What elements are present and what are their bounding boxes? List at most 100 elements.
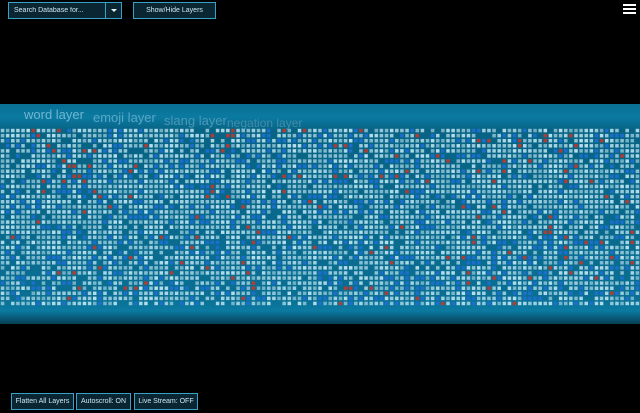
layer-cell [471, 189, 476, 194]
layer-cell [395, 149, 399, 153]
layer-cell [5, 149, 10, 153]
layer-cell [615, 245, 619, 250]
hamburger-menu-icon[interactable] [623, 4, 636, 15]
layer-label-emoji[interactable]: emoji layer [93, 110, 156, 125]
layer-cell [497, 179, 501, 184]
layer-cell [579, 296, 583, 301]
layer-cell [133, 271, 138, 275]
layer-cell [174, 138, 179, 143]
layer-cell [635, 184, 640, 189]
search-input[interactable] [9, 3, 105, 18]
layer-cell [405, 149, 409, 153]
layer-cell [502, 230, 507, 234]
layer-cell [425, 245, 430, 250]
layer-cell [0, 266, 5, 270]
layer-cell [282, 261, 286, 265]
layer-cell [164, 179, 169, 184]
layer-cell [123, 194, 128, 199]
layer-cell [395, 184, 399, 189]
layer-cell [261, 286, 266, 290]
layer-cell [210, 169, 215, 173]
layer-cell [497, 164, 501, 168]
layer-cell [282, 200, 286, 204]
layer-cell [604, 205, 609, 209]
layer-cell [584, 154, 588, 158]
layer-cell [476, 276, 481, 280]
layer-cell [548, 255, 553, 260]
layer-cell [308, 159, 312, 163]
layer-cell [215, 159, 220, 163]
layer-cell [456, 138, 460, 143]
layer-cell [226, 276, 230, 280]
layer-cell [72, 276, 76, 280]
layer-cell [625, 205, 629, 209]
layer-cell [256, 225, 261, 229]
layer-cell [246, 286, 251, 290]
layer-cell [584, 210, 588, 214]
layer-cell [482, 138, 486, 143]
layer-cell [564, 169, 568, 173]
layer-cell [92, 250, 97, 255]
layer-cell [251, 225, 256, 229]
layer-cell [190, 225, 194, 229]
layer-cell [436, 169, 440, 173]
layer-cell [523, 235, 527, 240]
layer-cell [113, 245, 117, 250]
layer-cell [328, 184, 332, 189]
layer-cell [348, 215, 353, 219]
autoscroll-toggle-button[interactable]: Autoscroll: ON [76, 393, 131, 410]
layer-cell [92, 179, 97, 184]
layer-cell [528, 225, 532, 229]
layer-cell [98, 240, 102, 245]
layer-cell [231, 255, 235, 260]
layer-cell [379, 240, 384, 245]
layer-cell [610, 169, 614, 173]
layer-label-slang[interactable]: slang layer [164, 113, 227, 128]
layer-cell [461, 159, 466, 163]
layer-cell [497, 240, 501, 245]
layer-cell [584, 200, 588, 204]
layer-cell [323, 296, 327, 301]
layer-cell [313, 144, 317, 148]
layer-cell [292, 184, 297, 189]
layer-cell [389, 215, 394, 219]
layer-cell [548, 261, 553, 265]
layer-cell [328, 164, 332, 168]
show-hide-layers-button[interactable]: Show/Hide Layers [133, 2, 216, 19]
layer-cell [548, 301, 553, 306]
layer-label-negation[interactable]: negation layer [227, 116, 303, 130]
live-stream-toggle-button[interactable]: Live Stream: OFF [134, 393, 198, 410]
layer-cell [77, 174, 82, 179]
layer-cell [512, 255, 517, 260]
layer-cell [190, 245, 194, 250]
layer-cell [313, 215, 317, 219]
layer-cell [149, 184, 153, 189]
layer-cell [528, 149, 532, 153]
layer-cell [507, 133, 512, 138]
layer-cell [31, 128, 36, 133]
layer-cell [251, 149, 256, 153]
layer-cell [297, 220, 302, 224]
layer-cell [369, 220, 373, 224]
layer-cell [451, 194, 455, 199]
layer-cell [395, 250, 399, 255]
layer-cell [569, 235, 573, 240]
flatten-all-layers-button[interactable]: Flatten All Layers [11, 393, 74, 410]
layer-cell [292, 144, 297, 148]
layer-cell [77, 169, 82, 173]
layer-cell [256, 296, 261, 301]
layer-cell [123, 128, 128, 133]
layer-cell [318, 301, 322, 306]
search-dropdown-button[interactable] [105, 3, 121, 18]
layer-cell [487, 235, 491, 240]
layer-cell [302, 174, 307, 179]
layer-cell [154, 184, 158, 189]
layer-cell [610, 266, 614, 270]
layer-cell [574, 159, 578, 163]
layer-cell [98, 281, 102, 285]
layer-cell [461, 240, 466, 245]
layer-label-word[interactable]: word layer [24, 107, 84, 122]
layer-cell [579, 215, 583, 219]
layer-cell [16, 281, 20, 285]
layer-cell [21, 164, 25, 168]
